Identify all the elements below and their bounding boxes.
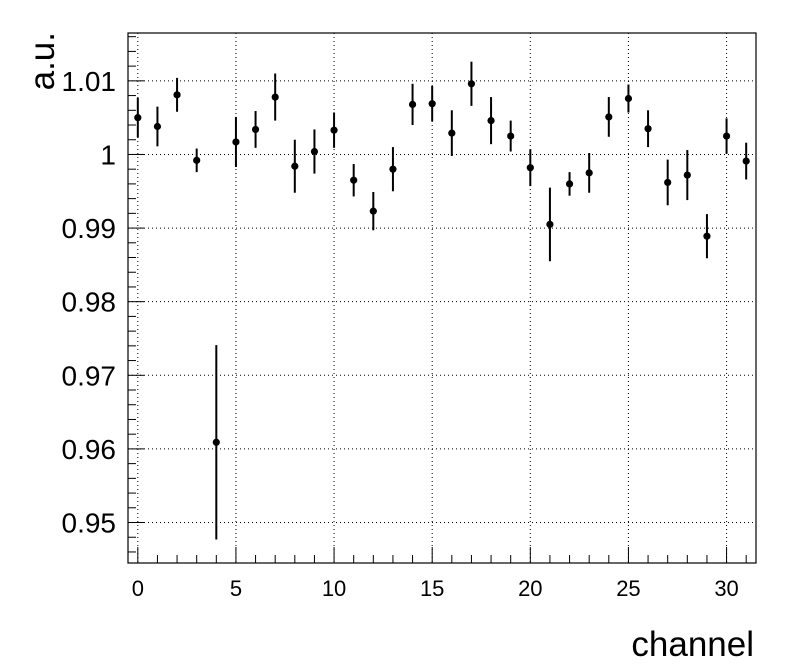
data-marker <box>212 438 220 446</box>
x-tick-label: 20 <box>518 576 542 601</box>
data-point <box>467 61 476 106</box>
data-marker <box>703 232 711 240</box>
data-marker <box>467 80 476 88</box>
data-marker <box>389 165 397 173</box>
y-tick-label: 0.97 <box>62 360 117 391</box>
data-point <box>644 110 652 148</box>
data-point <box>742 142 750 180</box>
data-marker <box>271 93 279 101</box>
data-marker <box>173 91 181 99</box>
data-marker <box>330 126 338 134</box>
data-marker <box>153 122 162 131</box>
data-marker <box>624 94 633 103</box>
y-tick-label: 1.01 <box>62 66 117 97</box>
y-tick-label: 0.98 <box>62 287 117 318</box>
data-point <box>487 97 495 145</box>
data-point <box>565 172 574 196</box>
plot-frame <box>127 32 757 564</box>
data-marker <box>546 220 554 228</box>
data-marker <box>134 114 142 122</box>
data-point <box>546 187 554 262</box>
data-marker <box>291 162 299 170</box>
data-marker <box>585 169 593 177</box>
data-point <box>212 345 220 540</box>
data-marker <box>408 100 417 109</box>
data-point <box>350 164 358 197</box>
data-point <box>683 150 691 201</box>
data-point <box>134 97 142 138</box>
x-tick-label: 5 <box>230 576 242 601</box>
data-point <box>664 159 672 206</box>
data-point <box>232 116 240 167</box>
data-marker <box>722 132 731 140</box>
data-marker <box>251 125 260 134</box>
grid-lines <box>128 33 756 563</box>
data-marker <box>448 129 456 137</box>
data-point <box>173 77 181 112</box>
data-point <box>408 83 417 126</box>
data-point <box>291 139 299 193</box>
data-point <box>369 192 377 231</box>
data-point <box>585 152 593 193</box>
data-marker <box>664 178 672 187</box>
data-marker <box>526 164 534 172</box>
x-tick-label: 15 <box>420 576 444 601</box>
y-axis-title: a.u. <box>23 32 62 90</box>
x-axis-title: channel <box>631 625 754 664</box>
data-point <box>624 84 633 113</box>
y-tick-label: 0.99 <box>62 213 117 244</box>
data-marker <box>193 156 201 164</box>
data-point <box>389 147 397 192</box>
data-marker <box>742 157 750 165</box>
data-marker <box>310 147 319 156</box>
axis-ticks <box>128 36 747 563</box>
data-marker <box>369 207 377 215</box>
data-point <box>271 73 279 121</box>
data-point <box>310 129 319 174</box>
data-point <box>722 118 731 154</box>
data-marker <box>232 138 240 146</box>
data-point <box>448 110 456 156</box>
data-marker <box>565 180 574 188</box>
data-marker <box>507 132 515 140</box>
data-point <box>703 214 711 259</box>
data-point <box>251 111 260 148</box>
data-marker <box>428 100 436 108</box>
x-tick-label: 10 <box>322 576 346 601</box>
data-marker <box>487 116 495 125</box>
data-point <box>153 106 162 147</box>
y-tick-label: 0.95 <box>62 508 117 539</box>
y-tick-label: 0.96 <box>62 434 117 465</box>
data-point <box>526 149 534 187</box>
y-tick-label: 1 <box>100 139 116 170</box>
data-point <box>193 148 201 173</box>
data-marker <box>644 125 652 133</box>
data-marker <box>350 176 358 184</box>
axes <box>127 32 757 564</box>
data-point <box>605 97 613 137</box>
x-tick-label: 30 <box>714 576 738 601</box>
data-point <box>330 112 338 148</box>
data-marker <box>605 113 613 121</box>
data-points <box>134 61 750 540</box>
data-point <box>428 86 436 122</box>
x-tick-label: 25 <box>616 576 640 601</box>
x-tick-label: 0 <box>132 576 144 601</box>
tick-labels: 0 5 10 15 20 25 30 0.95 0.96 0.97 0.98 0.99 1 1.01 <box>62 66 739 601</box>
data-point <box>507 120 515 152</box>
data-marker <box>683 171 691 179</box>
